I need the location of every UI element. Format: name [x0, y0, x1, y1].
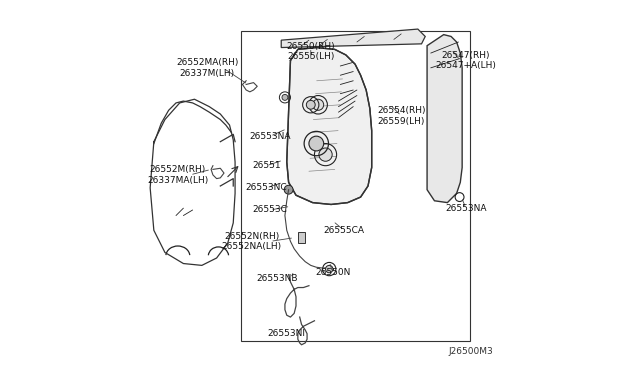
Text: 26553NA: 26553NA	[445, 203, 486, 213]
Circle shape	[282, 94, 288, 100]
Circle shape	[307, 100, 316, 109]
Text: 26552MA(RH)
26337M(LH): 26552MA(RH) 26337M(LH)	[176, 58, 239, 77]
Text: 26552M(RH)
26337MA(LH): 26552M(RH) 26337MA(LH)	[147, 165, 209, 185]
Circle shape	[309, 136, 324, 151]
Polygon shape	[287, 48, 372, 205]
Text: 26553NA: 26553NA	[250, 132, 291, 141]
Text: 26552N(RH)
26552NA(LH): 26552N(RH) 26552NA(LH)	[221, 232, 282, 251]
Circle shape	[326, 265, 333, 273]
Text: 26551: 26551	[252, 161, 281, 170]
Polygon shape	[298, 232, 305, 243]
Text: 26553C: 26553C	[253, 205, 287, 215]
Text: 26553NB: 26553NB	[257, 274, 298, 283]
Circle shape	[319, 148, 332, 161]
Text: 26550N: 26550N	[316, 268, 351, 277]
Text: 26553NI: 26553NI	[268, 329, 306, 338]
Text: 26547(RH)
26547+A(LH): 26547(RH) 26547+A(LH)	[435, 51, 496, 70]
Bar	[241, 31, 470, 341]
Text: 26555CA: 26555CA	[323, 226, 365, 235]
Text: 26550(RH)
26555(LH): 26550(RH) 26555(LH)	[287, 42, 335, 61]
Circle shape	[284, 185, 293, 194]
FancyBboxPatch shape	[143, 9, 497, 363]
Text: J26500M3: J26500M3	[449, 347, 493, 356]
Polygon shape	[281, 29, 425, 48]
Circle shape	[312, 99, 324, 110]
Text: 26554(RH)
26559(LH): 26554(RH) 26559(LH)	[377, 106, 426, 125]
Polygon shape	[427, 35, 462, 203]
Text: 26553NC: 26553NC	[246, 183, 287, 192]
